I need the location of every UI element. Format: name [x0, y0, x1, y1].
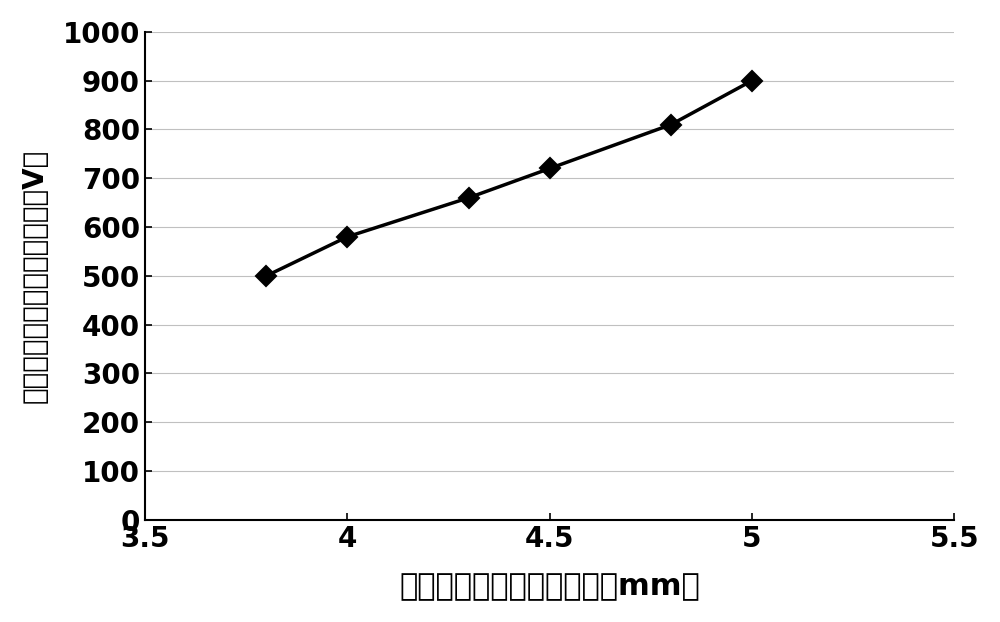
Y-axis label: 阴极与倍增极入射面电压差（V）: 阴极与倍增极入射面电压差（V） — [21, 149, 49, 403]
X-axis label: 阴极与倍增极入射面距离（mm）: 阴极与倍增极入射面距离（mm） — [399, 572, 700, 601]
